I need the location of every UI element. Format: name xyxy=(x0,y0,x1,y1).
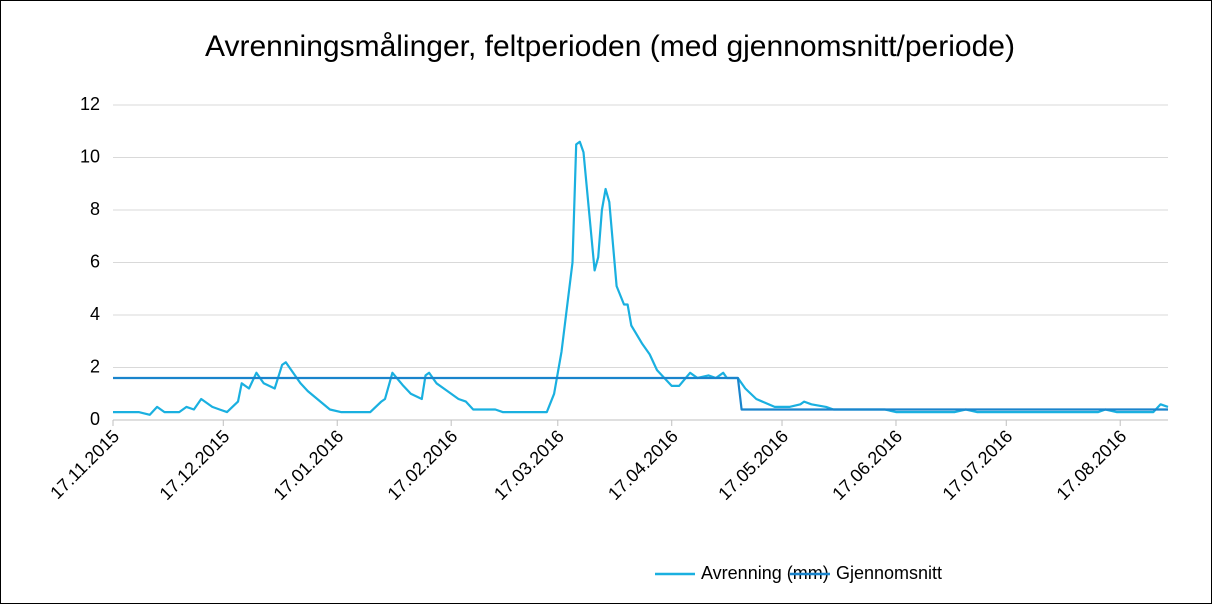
legend-label: Avrenning (mm) xyxy=(701,563,829,583)
y-tick-label: 6 xyxy=(90,251,100,271)
y-tick-label: 8 xyxy=(90,199,100,219)
y-tick-label: 4 xyxy=(90,304,100,324)
y-tick-label: 0 xyxy=(90,409,100,429)
data-line xyxy=(113,140,1169,416)
data-line xyxy=(113,376,1168,411)
y-tick-label: 12 xyxy=(80,94,100,114)
y-tick-label: 10 xyxy=(80,146,100,166)
legend-label: Gjennomsnitt xyxy=(836,563,942,583)
chart-title: Avrenningsmålinger, feltperioden (med gj… xyxy=(205,30,1015,63)
y-tick-label: 2 xyxy=(90,356,100,376)
